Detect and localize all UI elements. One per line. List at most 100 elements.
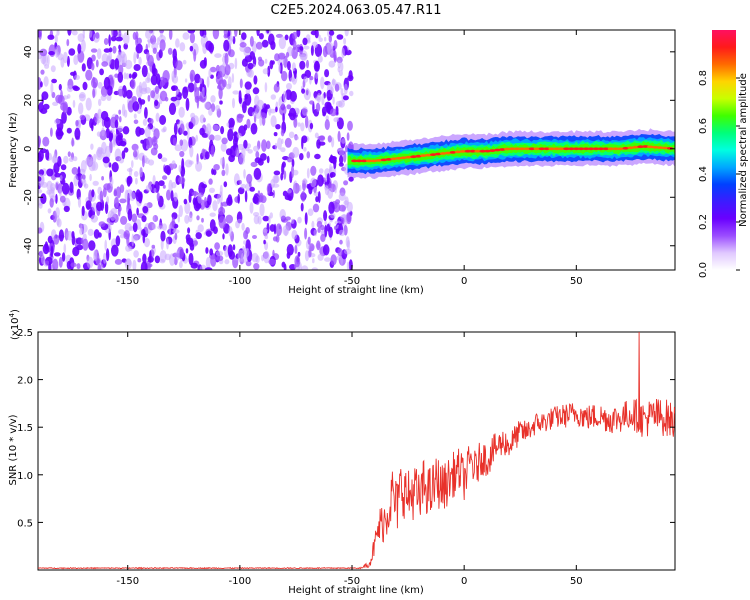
noise-blob: [63, 243, 67, 254]
noise-blob: [145, 184, 152, 192]
noise-blob: [327, 187, 334, 199]
noise-blob: [324, 69, 330, 78]
signal-core: [469, 149, 476, 153]
noise-blob: [264, 58, 268, 64]
noise-blob: [309, 122, 314, 130]
noise-blob: [174, 144, 182, 152]
noise-blob: [220, 142, 227, 152]
noise-blob: [69, 181, 74, 194]
noise-blob: [253, 214, 260, 225]
noise-blob: [283, 263, 287, 270]
noise-blob: [90, 143, 94, 150]
noise-blob: [114, 58, 120, 70]
noise-blob: [183, 198, 188, 205]
snr-y-tick-label: 1.5: [17, 423, 33, 434]
noise-blob: [96, 201, 103, 212]
noise-blob: [205, 230, 212, 237]
noise-blob: [91, 122, 94, 132]
noise-blob: [150, 74, 158, 86]
signal-core: [661, 146, 669, 150]
noise-blob: [40, 108, 48, 114]
noise-blob: [338, 229, 346, 237]
noise-blob: [136, 85, 143, 98]
snr-x-tick-label: -100: [229, 576, 252, 587]
noise-blob: [166, 189, 171, 201]
noise-blob: [114, 73, 119, 78]
noise-blob: [266, 155, 270, 164]
signal-core: [657, 146, 664, 150]
spectrogram-x-tick-label: 50: [570, 276, 583, 287]
colorbar: 0.0 0.2 0.4 0.6 0.8 Normalized spectral ampl…: [698, 30, 749, 278]
noise-blob: [103, 76, 111, 90]
noise-blob: [223, 39, 230, 52]
signal-core: [504, 147, 511, 151]
noise-blob: [243, 46, 251, 57]
noise-blob: [262, 215, 270, 222]
noise-blob: [205, 40, 213, 51]
noise-blob: [316, 240, 321, 251]
signal-core: [479, 149, 486, 153]
noise-blob: [106, 195, 109, 205]
noise-blob: [245, 227, 250, 234]
noise-blob: [338, 192, 346, 201]
noise-blob: [220, 157, 224, 166]
noise-blob: [88, 240, 96, 251]
noise-blob: [292, 146, 300, 158]
noise-blob: [299, 185, 302, 192]
noise-blob: [119, 198, 127, 204]
signal-core: [489, 149, 496, 153]
noise-blob: [296, 30, 301, 38]
noise-blob: [210, 145, 215, 157]
noise-blob: [207, 194, 212, 206]
spectrogram-panel: -150 -100 -50 0 50 -40 -20 0 20 40 Height of str…: [8, 29, 676, 296]
noise-blob: [115, 36, 123, 42]
noise-blob: [281, 161, 286, 168]
noise-blob: [333, 159, 337, 170]
noise-blob: [266, 30, 270, 34]
noise-blob: [42, 53, 48, 66]
noise-blob: [252, 87, 260, 95]
noise-blob: [226, 122, 230, 127]
noise-blob: [248, 181, 252, 188]
noise-blob: [343, 248, 352, 255]
noise-blob: [188, 252, 194, 266]
colorbar-tick-label: 0.2: [698, 214, 709, 230]
spectrogram-x-tick-label: 0: [461, 276, 467, 287]
noise-blob: [186, 127, 190, 140]
noise-blob: [320, 76, 325, 90]
noise-blob: [92, 88, 96, 99]
noise-blob: [127, 100, 135, 113]
noise-blob: [104, 239, 107, 251]
noise-blob: [61, 252, 66, 262]
noise-blob: [133, 64, 141, 71]
noise-blob: [159, 80, 164, 88]
noise-blob: [301, 265, 309, 270]
noise-blob: [113, 197, 119, 210]
noise-blob: [71, 231, 75, 239]
noise-blob: [196, 95, 200, 109]
noise-blob: [133, 171, 139, 177]
colorbar-tick-label: 0.6: [698, 118, 709, 134]
noise-blob: [212, 30, 220, 40]
noise-blob: [55, 127, 63, 140]
colorbar-ticks: 0.0 0.2 0.4 0.6 0.8: [698, 70, 740, 278]
noise-blob: [324, 184, 329, 191]
noise-blob: [38, 176, 42, 182]
noise-blob: [280, 147, 286, 153]
noise-blob: [246, 143, 251, 149]
noise-blob: [46, 168, 54, 177]
noise-blob: [39, 48, 48, 57]
signal-core: [533, 147, 540, 151]
noise-blob: [209, 248, 214, 256]
noise-blob: [179, 42, 186, 52]
noise-blob: [86, 256, 94, 269]
noise-blob: [154, 99, 159, 107]
noise-blob: [260, 153, 267, 161]
noise-blob: [318, 37, 323, 43]
noise-blob: [270, 115, 277, 128]
noise-blob: [280, 129, 285, 137]
noise-blob: [213, 134, 222, 141]
noise-blob: [306, 151, 311, 159]
noise-blob: [108, 34, 111, 47]
noise-blob: [234, 30, 238, 37]
